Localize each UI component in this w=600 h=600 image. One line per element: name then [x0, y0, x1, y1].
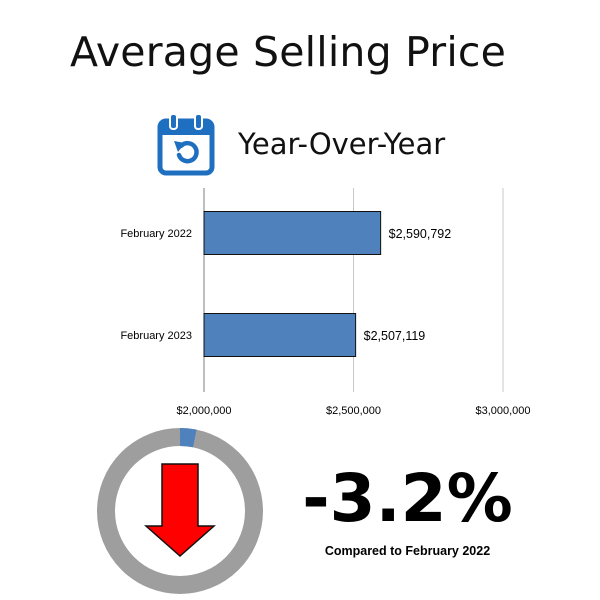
donut-segment: [179, 428, 197, 448]
page-title: Average Selling Price: [70, 28, 507, 76]
category-label: February 2022: [120, 228, 192, 240]
x-tick-label: $3,000,000: [475, 405, 530, 417]
x-tick-label: $2,000,000: [176, 405, 231, 417]
percent-change: -3.2%: [302, 460, 513, 537]
down-arrow-icon: [144, 463, 216, 558]
chart-subtitle: Year-Over-Year: [238, 127, 446, 161]
data-label: $2,507,119: [364, 329, 426, 343]
data-label: $2,590,792: [389, 227, 452, 241]
x-tick-label: $2,500,000: [326, 405, 381, 417]
category-label: February 2023: [120, 330, 192, 342]
bar: [203, 211, 382, 255]
bar: [203, 313, 357, 357]
calendar-refresh-icon: [157, 113, 215, 176]
bar-chart: February 2022 $2,590,792 February 2023 $2,5…: [120, 188, 531, 417]
change-donut: [97, 428, 263, 594]
comparison-caption: Compared to February 2022: [324, 544, 491, 558]
